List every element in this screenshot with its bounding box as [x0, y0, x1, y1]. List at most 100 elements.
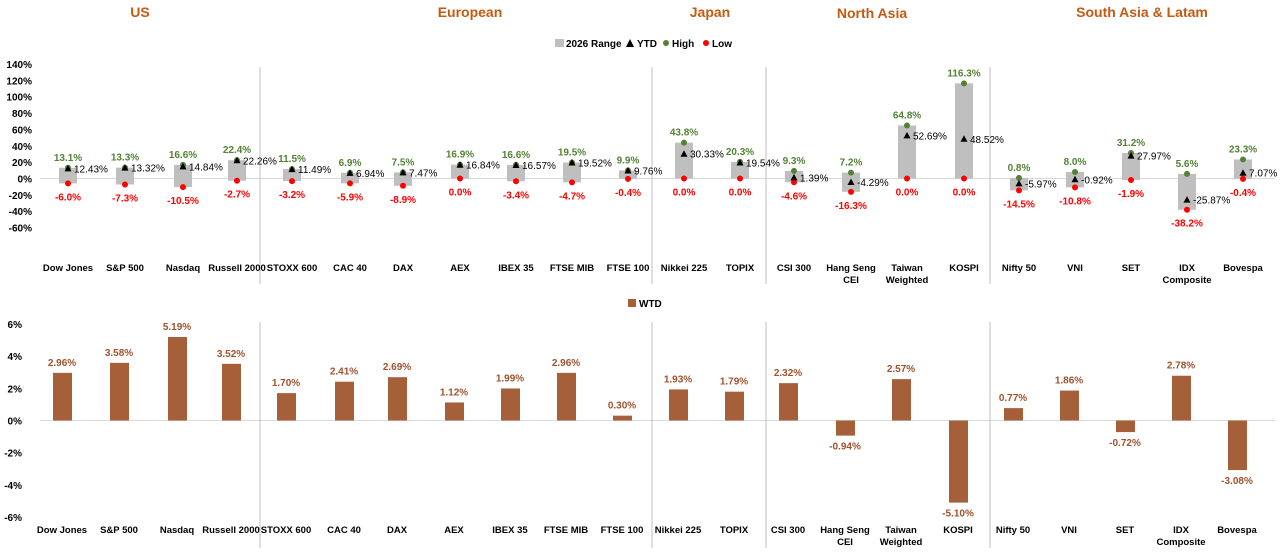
wtd-label-stoxx-600: 1.70%: [272, 378, 300, 389]
wtd-bar-cac-40: [335, 381, 354, 421]
ytd-label-nasdaq: 14.84%: [189, 162, 223, 173]
region-title-us: US: [130, 4, 149, 20]
category-label-hang-seng-cei: Hang Seng CEI: [820, 525, 870, 548]
y-tick-label: 0%: [8, 417, 23, 428]
low-label-ftse-100: -0.4%: [615, 188, 641, 199]
ytd-point-vni: [1071, 175, 1079, 183]
low-point-csi-300: [791, 179, 797, 186]
high-label-bovespa: 23.3%: [1229, 144, 1257, 155]
ytd-label-cac-40: 6.94%: [356, 169, 384, 180]
category-label-russell-2000: Russell 2000: [208, 263, 266, 274]
high-point-bovespa: [1240, 156, 1246, 163]
high-point-kospi: [961, 80, 967, 87]
low-point-aex: [457, 175, 463, 182]
low-label-bovespa: -0.4%: [1230, 188, 1256, 199]
high-label-csi-300: 9.3%: [783, 156, 806, 167]
wtd-bar-dax: [388, 377, 407, 421]
ytd-label-s-p-500: 13.32%: [131, 164, 165, 175]
ytd-label-set: 27.97%: [1137, 152, 1171, 163]
category-label-nikkei-225: Nikkei 225: [661, 263, 708, 274]
wtd-label-nikkei-225: 1.93%: [664, 374, 692, 385]
wtd-bar-ftse-100: [613, 415, 632, 421]
range-chart: -60% -40% -20% 0% 20% 40% 60% 80% 100% 120% 140% 13…: [6, 60, 1277, 286]
category-label-vni: VNI: [1061, 525, 1077, 536]
category-label-nifty-50: Nifty 50: [1002, 263, 1036, 274]
ytd-point-dow-jones: [64, 164, 72, 172]
low-label-ibex-35: -3.4%: [503, 190, 529, 201]
range-bar-idx-composite: [1178, 173, 1196, 210]
wtd-bar-russell-2000: [222, 363, 241, 421]
low-label-dax: -8.9%: [390, 195, 416, 206]
high-label-hang-seng-cei: 7.2%: [840, 158, 863, 169]
legend-range-label: 2026 Range: [566, 39, 622, 50]
range-bar-russell-2000: [228, 160, 246, 181]
ytd-label-stoxx-600: 11.49%: [298, 165, 331, 176]
range-legend: 2026 Range YTD High Low: [555, 39, 732, 50]
high-label-taiwan-weighted: 64.8%: [893, 110, 921, 121]
category-label-ibex-35: IBEX 35: [498, 263, 534, 274]
low-point-topix: [737, 175, 743, 182]
range-bar-stoxx-600: [283, 169, 301, 182]
wtd-label-dow-jones: 2.96%: [48, 358, 76, 369]
category-label-taiwan-weighted: Taiwan Weighted: [880, 525, 923, 548]
ytd-label-ibex-35: 16.57%: [522, 161, 556, 172]
legend-range-swatch: [555, 39, 564, 47]
range-bar-dax: [394, 172, 412, 186]
wtd-label-s-p-500: 3.58%: [105, 348, 133, 359]
ytd-label-kospi: 48.52%: [970, 135, 1004, 146]
ytd-label-dax: 7.47%: [409, 168, 437, 179]
ytd-point-russell-2000: [233, 156, 241, 164]
ytd-label-idx-composite: -25.87%: [1193, 196, 1230, 207]
legend-low-marker: [703, 40, 709, 46]
ytd-point-dax: [399, 168, 407, 176]
low-point-stoxx-600: [289, 178, 295, 185]
low-label-hang-seng-cei: -16.3%: [835, 201, 867, 212]
low-label-idx-composite: -38.2%: [1171, 219, 1203, 230]
ytd-label-ftse-100: 9.76%: [634, 167, 662, 178]
ytd-point-ftse-100: [624, 167, 632, 174]
low-label-nifty-50: -14.5%: [1003, 199, 1035, 210]
category-label-stoxx-600: STOXX 600: [261, 525, 312, 536]
ytd-label-csi-300: 1.39%: [800, 173, 828, 184]
range-bar-s-p-500: [116, 167, 134, 185]
wtd-label-taiwan-weighted: 2.57%: [887, 364, 915, 375]
region-titles: US European Japan North Asia South Asia …: [130, 4, 1208, 21]
ytd-label-topix: 19.54%: [746, 159, 780, 170]
wtd-label-aex: 1.12%: [440, 387, 468, 398]
ytd-point-ibex-35: [512, 161, 520, 168]
high-label-ibex-35: 16.6%: [502, 150, 530, 161]
range-bar-bovespa: [1234, 159, 1252, 179]
category-label-topix: TOPIX: [726, 263, 755, 274]
high-label-topix: 20.3%: [726, 147, 754, 158]
ytd-label-russell-2000: 22.26%: [243, 156, 277, 167]
category-label-kospi: KOSPI: [943, 525, 973, 536]
wtd-bar-hang-seng-cei: [836, 420, 855, 436]
legend-ytd-marker: [626, 39, 634, 47]
ytd-point-stoxx-600: [288, 165, 296, 173]
category-label-aex: AEX: [450, 263, 470, 274]
low-label-taiwan-weighted: 0.0%: [896, 188, 919, 199]
high-point-nikkei-225: [681, 139, 687, 146]
range-bar-dow-jones: [59, 167, 77, 184]
high-point-idx-composite: [1184, 170, 1190, 177]
wtd-bar-kospi: [949, 420, 968, 503]
low-label-nikkei-225: 0.0%: [673, 188, 696, 199]
low-point-bovespa: [1240, 175, 1246, 182]
y-tick-label: 6%: [8, 320, 23, 331]
wtd-bar-topix: [725, 391, 744, 421]
category-label-nasdaq: Nasdaq: [160, 525, 195, 536]
category-label-topix: TOPIX: [720, 525, 749, 536]
wtd-bar-dow-jones: [53, 372, 72, 421]
low-point-vni: [1072, 184, 1078, 191]
ytd-point-hang-seng-cei: [847, 178, 855, 186]
low-label-russell-2000: -2.7%: [224, 190, 250, 201]
category-label-csi-300: CSI 300: [777, 263, 811, 274]
ytd-point-aex: [456, 161, 464, 168]
y-tick-label: 140%: [6, 60, 32, 71]
low-label-csi-300: -4.6%: [781, 191, 807, 202]
category-label-taiwan-weighted: Taiwan Weighted: [886, 263, 929, 286]
ytd-point-ftse-mib: [568, 159, 576, 166]
range-bar-set: [1122, 152, 1140, 181]
high-label-dow-jones: 13.1%: [54, 153, 82, 164]
wtd-bar-set: [1116, 420, 1135, 433]
